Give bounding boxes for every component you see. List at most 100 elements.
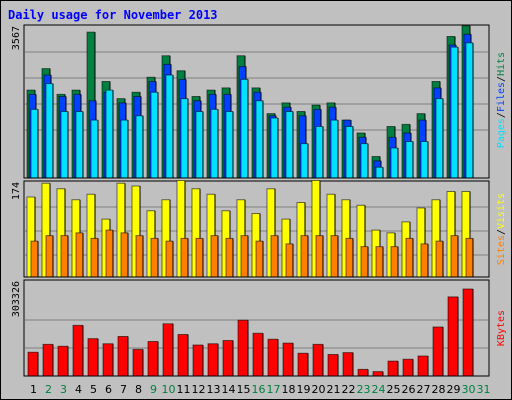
x-tick-label: 5: [90, 383, 97, 396]
kbytes-bar: [87, 338, 99, 377]
pages-bar: [225, 111, 234, 179]
x-tick-label: 20: [312, 383, 326, 396]
sites-bar: [285, 243, 294, 278]
legend-item: Sites: [496, 235, 507, 265]
sites-bar: [180, 237, 189, 278]
kbytes-bar: [57, 345, 69, 377]
pages-bar: [270, 117, 279, 179]
x-tick-label: 22: [342, 383, 356, 396]
legend-item: KBytes: [496, 310, 507, 346]
pages-bar: [75, 111, 84, 179]
x-tick-label: 10: [162, 383, 176, 396]
kbytes-bar: [462, 288, 474, 377]
y-max-tick-label: 303326: [11, 281, 22, 317]
kbytes-bar: [402, 358, 414, 377]
sites-bar: [165, 240, 174, 278]
kbytes-bar: [267, 338, 279, 377]
pages-bar: [240, 78, 249, 179]
sites-bar: [105, 229, 114, 278]
kbytes-bar: [147, 341, 159, 377]
pages-bar: [405, 141, 414, 179]
legend-panel-3: KBytes: [496, 310, 507, 346]
sites-bar: [300, 235, 309, 278]
sites-bar: [405, 237, 414, 278]
sites-bar: [420, 243, 429, 278]
kbytes-bar: [132, 348, 144, 377]
kbytes-bar: [117, 335, 129, 377]
kbytes-bar: [357, 368, 369, 377]
x-tick-label: 25: [387, 383, 401, 396]
pages-bar: [285, 111, 294, 179]
x-tick-label: 17: [267, 383, 281, 396]
sites-bar: [120, 232, 129, 278]
x-tick-label: 28: [432, 383, 446, 396]
x-tick-label: 11: [177, 383, 191, 396]
kbytes-bar: [327, 353, 339, 377]
pages-bar: [390, 147, 399, 179]
kbytes-bar: [387, 360, 399, 377]
kbytes-bar: [237, 319, 249, 377]
kbytes-bar: [27, 351, 39, 377]
x-tick-label: 31: [477, 383, 491, 396]
kbytes-bar: [102, 343, 114, 377]
pages-bar: [210, 108, 219, 179]
sites-bar: [270, 235, 279, 278]
pages-bar: [30, 108, 39, 179]
sites-bar: [465, 237, 474, 278]
x-tick-label: 19: [297, 383, 311, 396]
kbytes-bar: [72, 324, 84, 377]
kbytes-bar: [222, 340, 234, 377]
kbytes-bar: [342, 352, 354, 377]
sites-bar: [255, 240, 264, 278]
sites-bar: [90, 237, 99, 278]
kbytes-bar: [297, 352, 309, 377]
pages-bar: [300, 143, 309, 179]
legend-item: Pages: [496, 118, 507, 148]
pages-bar: [120, 119, 129, 179]
x-tick-label: 14: [222, 383, 236, 396]
y-max-tick-label: 174: [11, 182, 22, 200]
legend-panel-2: Sites/Visits: [496, 193, 507, 265]
sites-bar: [360, 246, 369, 278]
pages-bar: [90, 119, 99, 179]
sites-bar: [195, 237, 204, 278]
sites-bar: [315, 235, 324, 278]
x-tick-label: 21: [327, 383, 341, 396]
sites-bar: [225, 237, 234, 278]
pages-bar: [105, 89, 114, 179]
x-tick-label: 27: [417, 383, 431, 396]
kbytes-bar: [432, 326, 444, 377]
pages-bar: [150, 91, 159, 179]
pages-bar: [315, 126, 324, 179]
legend-item: /: [496, 76, 507, 82]
sites-bar: [345, 237, 354, 278]
legend-item: Hits: [496, 52, 507, 76]
pages-bar: [165, 74, 174, 179]
pages-bar: [255, 100, 264, 179]
x-tick-label: 24: [372, 383, 386, 396]
sites-bar: [30, 240, 39, 278]
x-tick-label: 13: [207, 383, 221, 396]
chart-title: Daily usage for November 2013: [8, 8, 218, 22]
legend-item: Files: [496, 82, 507, 112]
kbytes-bar: [372, 371, 384, 377]
kbytes-bar: [282, 342, 294, 377]
legend-item: Visits: [496, 193, 507, 229]
x-tick-label: 1: [30, 383, 37, 396]
x-tick-label: 15: [237, 383, 251, 396]
x-tick-label: 18: [282, 383, 296, 396]
pages-bar: [465, 42, 474, 179]
pages-bar: [60, 111, 69, 179]
x-tick-label: 23: [357, 383, 371, 396]
pages-bar: [450, 46, 459, 179]
pages-bar: [420, 141, 429, 179]
sites-bar: [240, 235, 249, 278]
x-tick-label: 26: [402, 383, 416, 396]
x-tick-label: 8: [135, 383, 142, 396]
kbytes-bar: [252, 332, 264, 377]
sites-bar: [450, 235, 459, 278]
pages-bar: [345, 126, 354, 179]
sites-bar: [435, 240, 444, 278]
pages-bar: [330, 119, 339, 179]
